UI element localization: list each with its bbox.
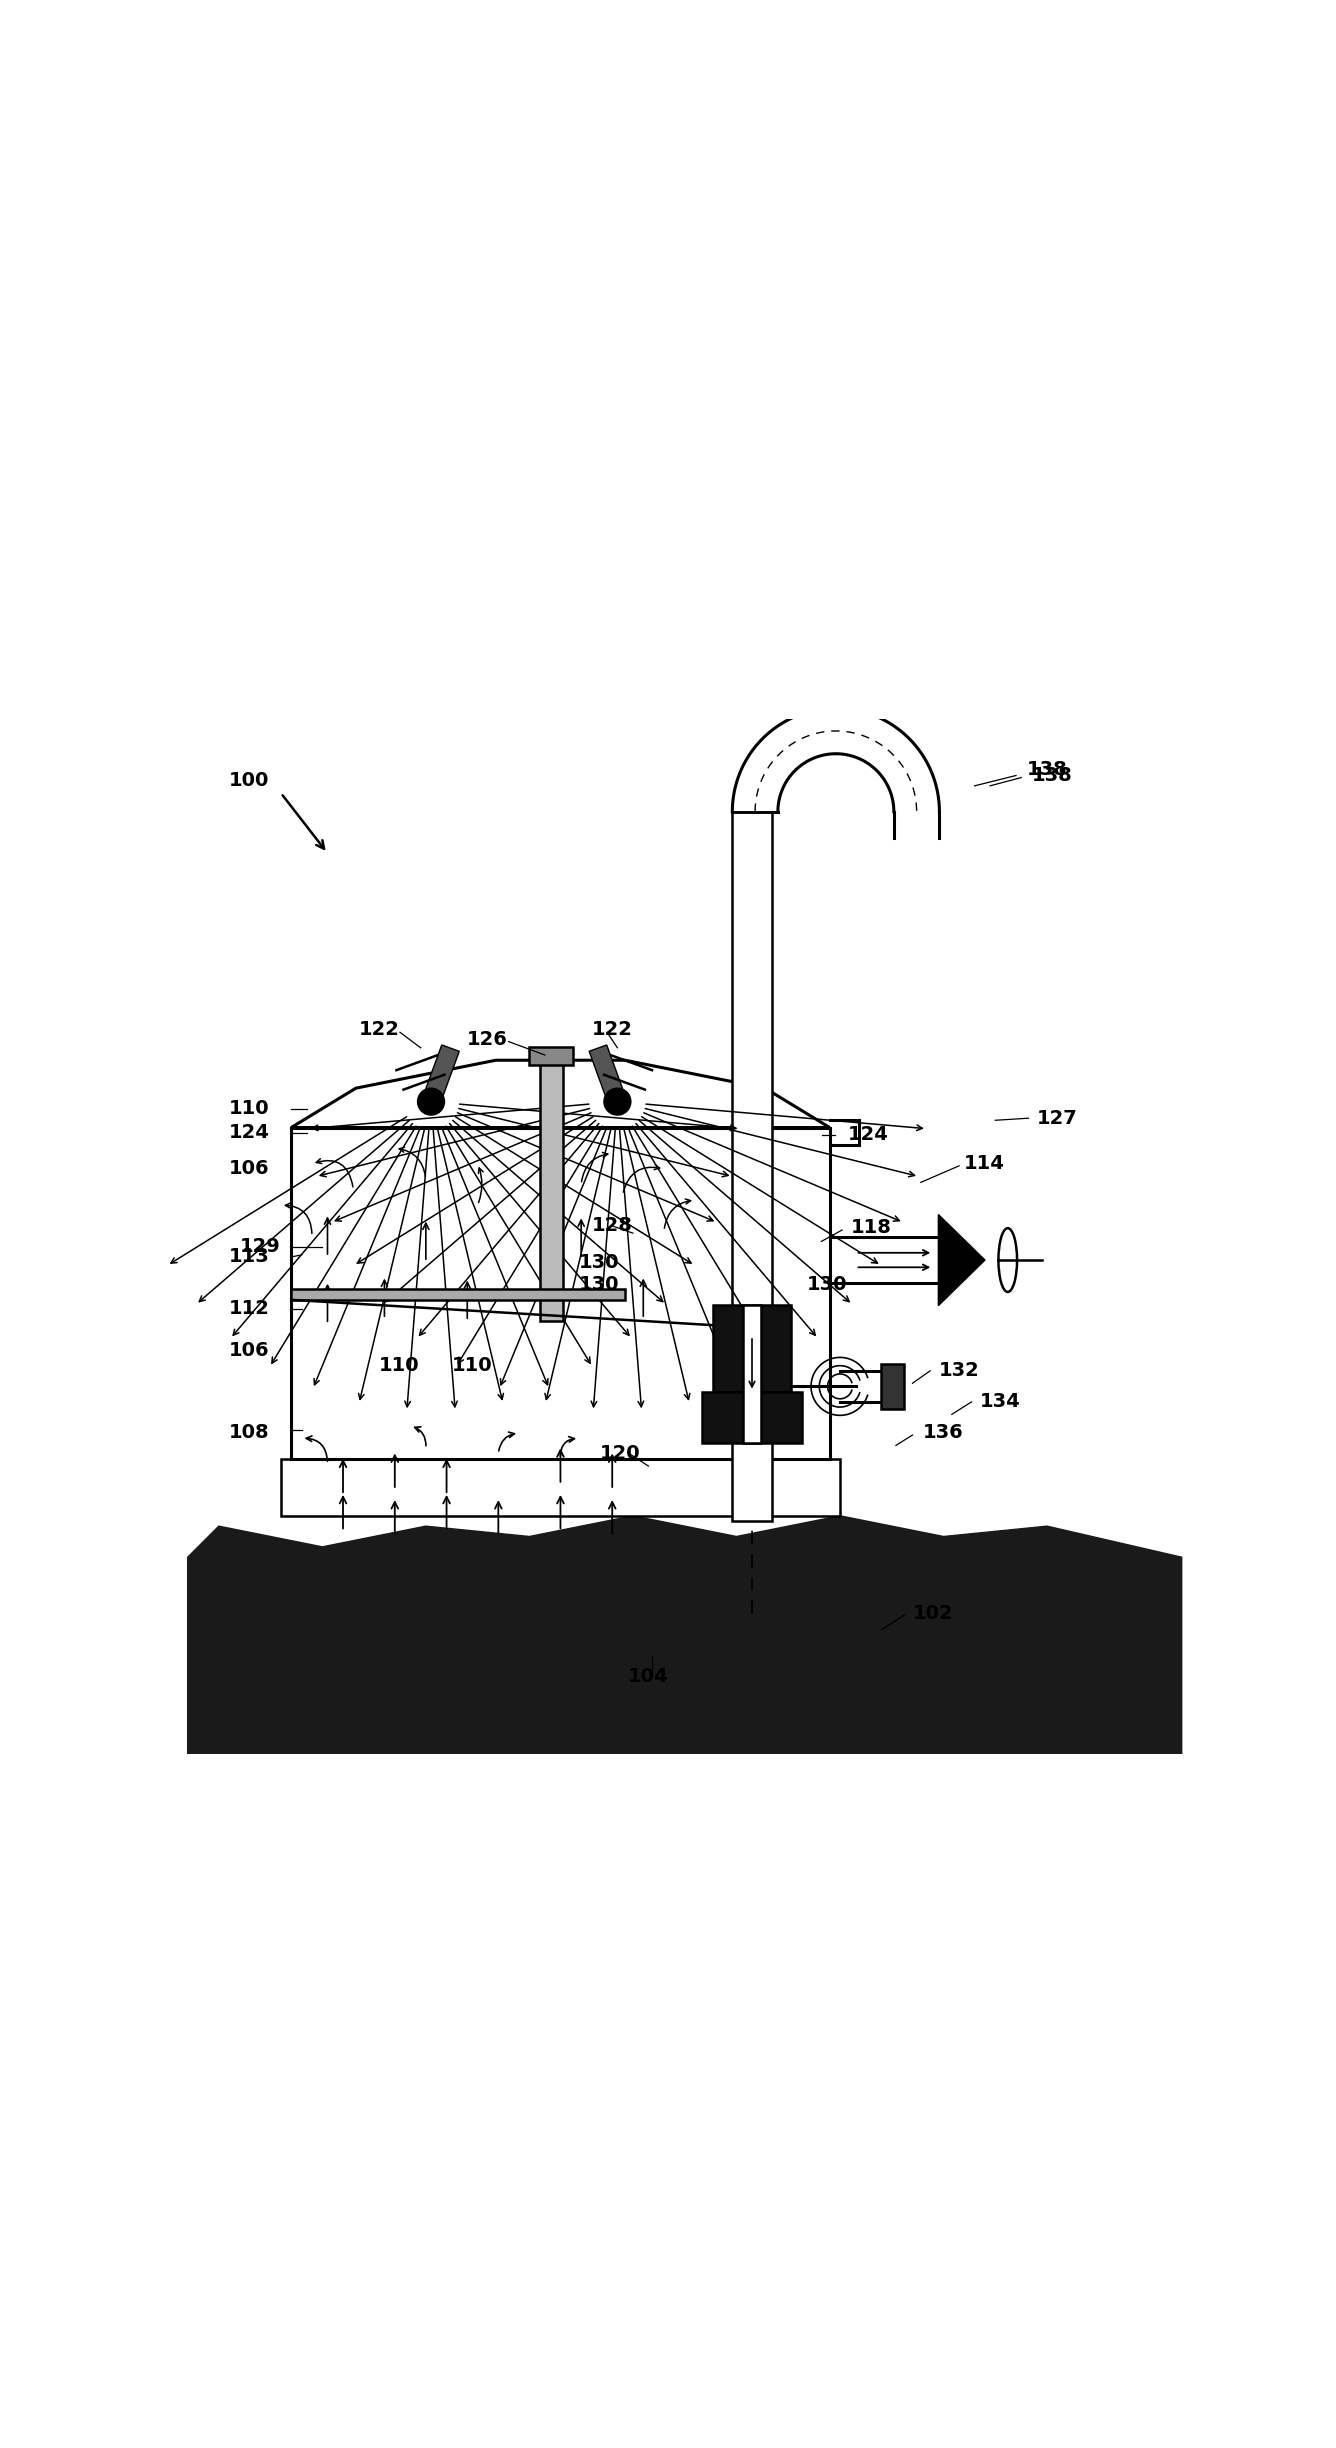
Bar [281, 1459, 840, 1515]
Text: 118: 118 [851, 1219, 891, 1236]
Text: 112: 112 [230, 1300, 270, 1317]
Text: 106: 106 [230, 1342, 270, 1359]
Text: 120: 120 [600, 1444, 640, 1464]
Polygon shape [291, 1060, 830, 1129]
Text: 138: 138 [1026, 761, 1067, 778]
Text: 124: 124 [230, 1124, 270, 1143]
Text: 132: 132 [938, 1361, 979, 1381]
Circle shape [418, 1089, 445, 1116]
Text: 100: 100 [230, 771, 270, 791]
Bar [732, 813, 772, 1520]
Polygon shape [589, 1045, 627, 1104]
Bar [712, 1305, 791, 1390]
Text: 106: 106 [230, 1160, 270, 1177]
Bar [743, 1305, 762, 1444]
Text: 130: 130 [578, 1275, 620, 1295]
Text: 127: 127 [1037, 1109, 1078, 1129]
Text: 122: 122 [358, 1021, 399, 1038]
Text: 122: 122 [592, 1021, 632, 1038]
Bar [540, 1055, 562, 1319]
Polygon shape [187, 1515, 1182, 1753]
Text: 110: 110 [379, 1356, 420, 1376]
Bar [291, 1129, 830, 1459]
Text: 138: 138 [1031, 766, 1073, 786]
Bar [291, 1290, 625, 1300]
Polygon shape [938, 1214, 985, 1305]
Text: 126: 126 [468, 1031, 508, 1050]
Text: 110: 110 [230, 1099, 270, 1119]
Text: 104: 104 [628, 1667, 668, 1687]
Circle shape [604, 1089, 631, 1116]
Text: 130: 130 [578, 1253, 620, 1271]
Text: 129: 129 [239, 1236, 281, 1256]
Ellipse shape [998, 1229, 1017, 1293]
Text: 108: 108 [230, 1422, 270, 1442]
Text: 113: 113 [230, 1248, 270, 1266]
Text: 128: 128 [592, 1217, 632, 1236]
Text: 136: 136 [923, 1422, 963, 1442]
Text: 124: 124 [848, 1126, 890, 1143]
Polygon shape [422, 1045, 460, 1104]
Bar [703, 1390, 802, 1444]
Text: 130: 130 [807, 1275, 847, 1295]
Text: 110: 110 [452, 1356, 493, 1376]
Text: 102: 102 [912, 1603, 953, 1623]
Text: 114: 114 [965, 1155, 1005, 1173]
Bar [882, 1364, 904, 1410]
Bar [529, 1048, 573, 1065]
Text: 134: 134 [979, 1393, 1021, 1412]
